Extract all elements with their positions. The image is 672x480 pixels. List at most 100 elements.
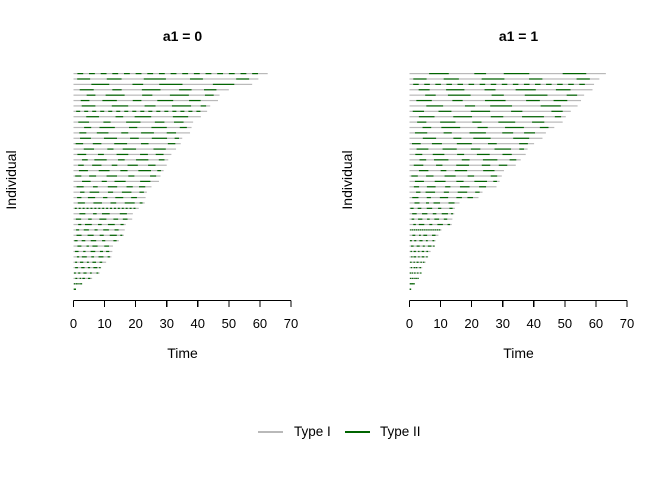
type2-segment [417,229,420,231]
type2-segment [107,148,114,150]
type2-segment [74,207,77,209]
type2-segment [104,245,110,247]
type2-segment [100,110,105,112]
type2-segment [413,78,427,80]
type2-segment [418,89,430,91]
type2-segment [425,191,436,193]
x-tick-label: 40 [527,316,541,331]
type2-segment [83,272,87,274]
type2-segment [75,143,84,145]
type2-segment [125,207,128,209]
type2-segment [494,148,512,150]
individual-line-type1 [409,213,455,215]
type2-segment [86,116,99,118]
type2-segment [80,283,83,285]
type2-segment [150,175,157,177]
type2-segment [81,267,85,269]
type2-segment [99,126,115,129]
type2-segment [425,94,436,96]
type2-segment [479,186,487,188]
type2-segment [102,240,106,242]
x-axis-label-left: Time [167,345,198,361]
type2-segment [86,245,89,247]
type2-segment [419,159,427,161]
individual-line-type1 [73,202,145,204]
type2-segment [568,83,574,85]
type2-segment [92,261,97,263]
type2-segment [121,191,132,193]
type2-segment [193,73,200,75]
type2-segment [540,105,561,107]
type2-segment [425,229,427,231]
type2-segment [78,170,88,172]
type2-segment [443,132,452,134]
type2-segment [413,186,420,188]
type2-segment [414,202,420,204]
type2-segment [446,83,452,85]
individual-line-type1 [73,137,183,139]
type2-segment [108,110,113,112]
type2-segment [421,256,425,258]
type2-segment [411,245,414,247]
type2-segment [86,207,89,209]
type2-segment [414,132,428,134]
type2-segment [101,213,110,215]
type2-segment [419,267,421,269]
type2-segment [456,164,470,166]
x-tick-label: 50 [558,316,572,331]
type2-segment [98,207,101,209]
type2-segment [429,73,449,75]
type2-segment [427,218,430,220]
type2-segment [217,73,224,75]
individual-line-type1 [73,132,191,134]
type2-segment [113,218,119,220]
legend-line-type2-icon [345,431,370,433]
type2-segment [97,153,104,156]
type2-segment [94,159,107,161]
type2-segment [75,277,78,280]
type2-segment [77,245,82,247]
type2-segment [426,105,444,107]
type2-segment [147,73,154,75]
type2-segment [80,261,84,263]
type2-segment [484,99,506,102]
type2-segment [415,153,423,156]
type2-segment [113,207,116,209]
type2-segment [228,73,235,75]
type2-segment [412,234,416,236]
type2-segment [236,78,250,80]
type2-segment [106,78,122,80]
type2-segment [110,207,112,209]
type2-segment [416,261,419,263]
type2-segment [481,78,505,80]
type2-segment [413,83,419,85]
individual-line-type1 [73,267,102,269]
type2-segment [473,137,491,139]
type2-segment [437,229,439,231]
type2-segment [519,148,525,150]
type2-segment [413,223,416,226]
type2-segment [139,202,143,204]
type2-segment [121,207,124,209]
type2-segment [444,175,456,177]
type2-segment [151,137,168,139]
panel-title-right: a1 = 1 [498,28,539,44]
type2-segment [179,126,187,129]
type2-segment [419,240,423,242]
type2-segment [443,191,449,193]
type2-segment [481,164,491,166]
x-tick-label: 40 [191,316,205,331]
type2-segment [470,148,481,150]
type2-segment [468,83,475,85]
type2-segment [461,159,470,161]
type2-segment [412,213,417,215]
type2-segment [212,83,235,85]
type2-segment [106,250,110,253]
type2-segment [410,261,412,263]
type2-segment [106,207,109,209]
type2-segment [78,164,84,166]
type2-segment [132,110,137,112]
type2-segment [140,180,151,182]
type2-segment [96,272,99,274]
type2-segment [443,78,459,80]
